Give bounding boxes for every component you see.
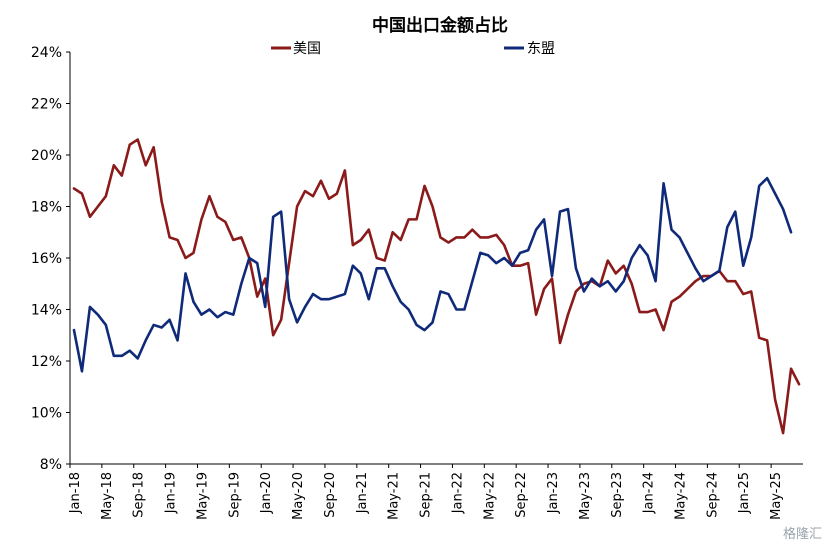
legend: 美国 东盟 [271, 41, 555, 57]
axes: 8% 10% 12% 14% 16% 18% 20% 22% 24% Jan-18 May-18 Se… [31, 45, 803, 520]
y-tick-label: 20% [31, 148, 62, 164]
series-line-asean [72, 176, 793, 373]
y-tick-label: 22% [31, 97, 62, 113]
x-tick-label: Sep-22 [514, 472, 529, 518]
x-tick-label: Jan-20 [259, 472, 274, 514]
x-tick-label: Sep-21 [419, 472, 434, 518]
x-tick-label: Sep-24 [705, 472, 720, 518]
x-tick-label: Jan-22 [450, 472, 465, 514]
x-tick-label: Jan-21 [355, 472, 370, 514]
y-tick-label: 16% [31, 251, 62, 267]
y-tick-label: 10% [31, 406, 62, 422]
y-tick-label: 24% [31, 45, 62, 61]
y-tick-label: 14% [31, 303, 62, 319]
watermark: 格隆汇 [782, 527, 822, 542]
y-tick-label: 8% [40, 457, 62, 473]
series-line-us [72, 138, 801, 435]
y-tick-label: 18% [31, 200, 62, 216]
x-tick-label: Sep-19 [227, 472, 242, 518]
legend-label-asean: 东盟 [527, 41, 555, 57]
legend-label-us: 美国 [293, 41, 321, 57]
x-tick-label: May-18 [100, 472, 115, 520]
x-tick-label: May-24 [674, 472, 689, 520]
x-tick-label: Jan-19 [164, 472, 179, 514]
x-tick-label: Jan-18 [68, 472, 83, 514]
series-layer [72, 138, 801, 435]
x-tick-label: Sep-20 [323, 472, 338, 518]
chart-title: 中国出口金额占比 [372, 15, 508, 36]
x-tick-label: May-23 [578, 472, 593, 520]
x-tick-label: Jan-25 [737, 472, 752, 514]
x-tick-label: Sep-23 [610, 472, 625, 518]
x-tick-label: May-25 [769, 472, 784, 520]
x-tick-label: Sep-18 [132, 472, 147, 518]
y-tick-label: 12% [31, 354, 62, 370]
x-tick-label: Jan-23 [546, 472, 561, 514]
x-tick-label: May-22 [482, 472, 497, 520]
x-tick-label: Jan-24 [642, 472, 657, 514]
x-tick-label: May-19 [195, 472, 210, 520]
x-tick-label: May-20 [291, 472, 306, 520]
x-tick-label: May-21 [387, 472, 402, 520]
